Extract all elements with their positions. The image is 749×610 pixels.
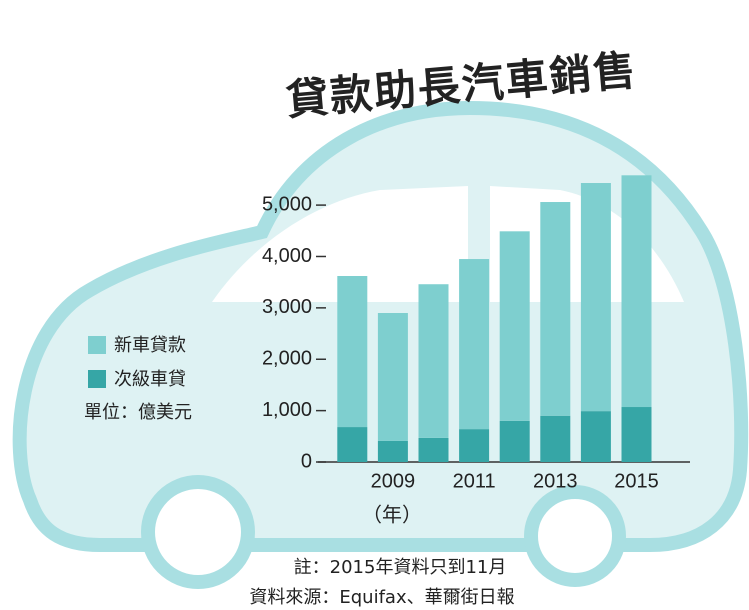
bar-segment	[540, 202, 571, 416]
x-tick-label: 2013	[533, 470, 578, 492]
bar-segment	[377, 313, 408, 441]
wheel	[141, 475, 255, 589]
x-tick-label: 2009	[371, 470, 416, 492]
car-window	[212, 186, 468, 302]
legend-label: 新車貸款	[114, 335, 186, 356]
bar-segment	[459, 429, 490, 462]
x-tick-label: 2015	[614, 470, 659, 492]
legend-label: 次級車貸	[114, 369, 186, 390]
y-tick-label: 0	[301, 450, 312, 472]
legend-swatch	[88, 370, 106, 388]
y-tick-label: 1,000	[262, 399, 312, 421]
bar-segment	[459, 259, 490, 430]
note: 註：2015年資料只到11月	[294, 557, 507, 578]
bar-segment	[337, 427, 368, 462]
y-tick-label: 2,000	[262, 348, 312, 370]
bar-segment	[499, 420, 530, 462]
legend-swatch	[88, 336, 106, 354]
y-tick-label: 3,000	[262, 296, 312, 318]
bar-segment	[621, 175, 652, 408]
bar-segment	[418, 284, 449, 438]
bar-segment	[337, 276, 368, 428]
unit-label: 單位：億美元	[84, 402, 192, 423]
wheel	[524, 485, 626, 587]
y-tick-label: 5,000	[262, 193, 312, 215]
bar-segment	[540, 415, 571, 462]
bar-segment	[377, 440, 408, 462]
x-tick-label: 2011	[453, 470, 496, 492]
x-unit-label: （年）	[362, 503, 422, 527]
source: 資料來源：Equifax、華爾街日報	[249, 587, 514, 608]
bar-segment	[621, 407, 652, 462]
bar-segment	[580, 411, 611, 462]
bar-segment	[499, 231, 530, 421]
bar-segment	[418, 437, 449, 462]
y-tick-label: 4,000	[262, 245, 312, 267]
bar-segment	[580, 183, 611, 412]
